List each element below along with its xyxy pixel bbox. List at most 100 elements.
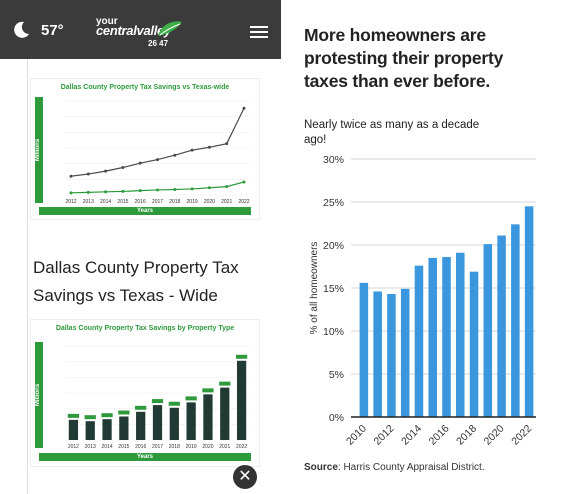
data-point [207,145,211,149]
x-tick-label: 2015 [117,199,128,205]
x-tick-label: 2020 [204,199,215,205]
data-point [138,161,142,165]
x-tick-label: 2015 [118,444,129,450]
thumbnail-title: Dallas County Property Tax Savings by Pr… [55,325,235,332]
bar [428,257,437,417]
x-tick-label: 2012 [372,423,397,448]
data-label [84,415,96,420]
bar [497,235,506,417]
bar [483,244,493,417]
bar [400,288,410,417]
logo-leaf-icon [158,21,182,36]
hamburger-icon[interactable] [250,26,268,38]
data-point [207,186,211,190]
x-tick-label: 2018 [454,423,479,448]
bar [524,206,534,417]
x-tick-label: 2012 [68,444,79,450]
thumbnail-xlabel: Years [39,207,251,215]
data-point [190,187,194,191]
y-axis-label: % of all homeowners [309,242,320,335]
temperature[interactable]: 57° [41,22,64,39]
bar [68,419,79,440]
texas-line [70,107,245,177]
y-tick-label: 10% [323,326,344,338]
article-title[interactable]: Dallas County Property Tax Savings vs Te… [33,258,239,305]
bar [102,419,112,440]
data-label [101,413,113,418]
bar [511,224,520,417]
data-point [242,180,246,184]
bar [456,252,465,417]
x-tick-label: 2017 [152,444,163,450]
bar [414,265,424,417]
data-label [135,405,147,410]
data-label [67,413,80,418]
thumbnail-ylabel: Millions [35,342,43,448]
property-type-chart-image[interactable]: Dallas County Property Tax Savings by Pr… [30,319,260,467]
data-label [185,396,197,401]
x-tick-label: 2014 [101,444,112,450]
bar [373,291,382,417]
x-tick-label: 2021 [219,444,230,450]
x-tick-label: 2021 [221,199,232,205]
bar [85,421,95,440]
x-tick-label: 2019 [187,199,198,205]
infographic-panel: More homeowners are protesting their pro… [281,0,561,494]
x-tick-label: 2022 [236,444,247,450]
data-point [104,169,108,173]
data-point [121,166,125,170]
thumbnail-title: Dallas County Property Tax Savings vs Te… [60,84,230,91]
bar [203,394,213,440]
data-point [190,148,194,152]
data-point [173,153,177,157]
data-point [225,142,229,146]
y-tick-label: 5% [329,369,344,381]
moon-icon [14,21,29,38]
x-tick-label: 2013 [83,199,94,205]
bar [119,416,129,440]
x-tick-label: 2016 [427,423,452,448]
x-tick-label: 2012 [65,199,76,205]
bar [152,405,163,440]
x-tick-label: 2016 [135,444,146,450]
data-point [156,188,159,192]
bar [442,257,451,417]
close-ad-button[interactable]: ✕ [233,465,257,489]
data-point [104,190,108,194]
x-tick-label: 2010 [344,423,369,448]
x-tick-label: 2014 [100,199,111,205]
data-label [219,381,231,386]
data-point [156,158,159,162]
data-label [235,354,248,359]
data-point [86,172,90,176]
x-tick-label: 2022 [509,423,534,448]
data-point [86,190,90,194]
x-tick-label: 2018 [169,199,180,205]
data-point [173,188,177,192]
chart-title: More homeowners are protesting their pro… [304,25,504,91]
thumbnail-plot: 2012 2013 2014 2015 2016 2017 2018 2019 2020 2021… [65,345,250,450]
divider [27,59,28,494]
data-point [138,189,142,193]
bar [136,411,146,440]
dallas-vs-texas-chart-image[interactable]: Dallas County Property Tax Savings vs Te… [30,78,260,220]
y-tick-label: 30% [323,154,344,166]
thumbnail-ylabel: Millions [35,97,43,203]
data-point [69,191,73,195]
homeowners-protest-chart: 0%5%10%15%20%25%30%2010 2012 2014 2016 2018 2… [309,154,536,448]
x-tick-label: 2018 [169,444,180,450]
y-tick-label: 15% [323,283,344,295]
site-logo[interactable]: your centralvalley 26 47 [96,16,186,50]
x-tick-label: 2019 [186,444,197,450]
data-label [118,410,130,415]
data-label [168,401,180,406]
x-tick-label: 2013 [85,444,96,450]
x-tick-label: 2020 [482,423,507,448]
bar [220,387,230,440]
chart-subtitle: Nearly twice as many as a decade ago! [304,119,480,146]
data-point [242,106,246,110]
data-point [225,185,229,189]
y-tick-label: 0% [329,412,344,424]
thumbnail-xlabel: Years [39,453,251,461]
